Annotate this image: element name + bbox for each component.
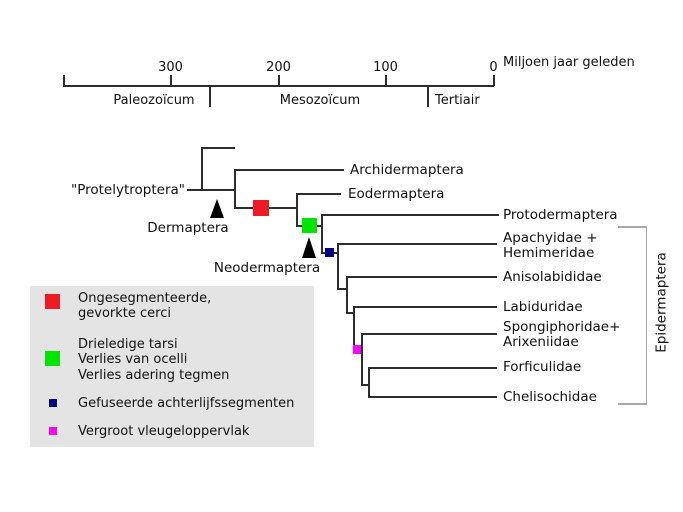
taxon-protodermaptera: Protodermaptera <box>503 207 618 223</box>
branch-apachyidae-hemimeridae <box>337 243 497 245</box>
epidermaptera-group-label: Epidermaptera <box>653 252 670 353</box>
time-tick-300 <box>170 75 172 86</box>
branch-labiduridae <box>353 306 497 308</box>
time-axis-end-tick-left <box>63 75 65 86</box>
legend-navy-line1: Gefuseerde achterlijfssegmenten <box>78 396 295 411</box>
branch-chelisochidae <box>368 396 497 398</box>
marker-green-tarsi-ocelli <box>302 218 317 233</box>
node-spongiphoridae-split <box>361 333 363 385</box>
node-apachyidae-split <box>337 243 339 289</box>
legend-red-line2: gevorkte cerci <box>78 306 171 321</box>
time-axis-unit-label: Miljoen jaar geleden <box>503 55 635 70</box>
marker-magenta-wing-surface <box>353 345 362 354</box>
branch-protelytroptera-extinct-stub <box>201 147 235 149</box>
node-forficulidae-split <box>368 367 370 398</box>
time-tick-200 <box>278 75 280 86</box>
time-label-300: 300 <box>158 60 183 75</box>
legend-green-line3: Verlies adering tegmen <box>78 368 230 383</box>
legend-green-line1: Drieledige tarsi <box>78 337 178 352</box>
branch-forficulidae <box>368 367 497 369</box>
era-divider-paleo-meso <box>209 86 211 107</box>
time-label-100: 100 <box>373 60 398 75</box>
taxon-spongiphoridae-line2: Arixeniidae <box>503 334 579 350</box>
taxon-spongiphoridae-arixeniidae: Spongiphoridae+ Arixeniidae <box>503 320 620 350</box>
epidermaptera-bracket-right <box>645 226 647 404</box>
taxon-apachyidae-hemimeridae: Apachyidae + Hemimeridae <box>503 231 598 261</box>
taxon-labiduridae: Labiduridae <box>503 299 583 315</box>
dermaptera-arrow-icon <box>210 199 224 218</box>
neodermaptera-arrow-icon <box>302 237 316 258</box>
era-label-tertiair: Tertiair <box>435 93 480 108</box>
era-divider-meso-tertiair <box>427 86 429 107</box>
neodermaptera-arrow-label: Neodermaptera <box>213 260 321 276</box>
taxon-forficulidae: Forficulidae <box>503 359 582 375</box>
node-anisolabididae-split <box>346 276 348 313</box>
taxon-apachyidae-line1: Apachyidae + <box>503 230 598 246</box>
branch-eodermaptera <box>296 193 341 195</box>
taxon-spongiphoridae-line1: Spongiphoridae+ <box>503 319 621 335</box>
branch-main-stem <box>187 189 235 191</box>
legend-green-line2: Verlies van ocelli <box>78 352 188 367</box>
branch-jog-5 <box>346 312 354 314</box>
legend-red-line1: Ongesegmenteerde, <box>78 291 212 306</box>
legend-green-square-icon <box>45 351 60 366</box>
legend-red-square-icon <box>45 294 60 309</box>
time-tick-0 <box>493 75 495 86</box>
legend-panel <box>30 286 314 447</box>
branch-anisolabididae <box>346 276 497 278</box>
legend-navy-square-icon <box>49 399 57 407</box>
taxon-chelisochidae: Chelisochidae <box>503 389 597 405</box>
legend-magenta-square-icon <box>49 427 57 435</box>
root-taxon-label: "Protelytroptera" <box>71 182 185 198</box>
branch-spongiphoridae-arixeniidae <box>361 333 497 335</box>
dermaptera-arrow-label: Dermaptera <box>147 220 229 236</box>
time-label-200: 200 <box>266 60 291 75</box>
epidermaptera-bracket-bottom <box>618 403 647 405</box>
node-dermaptera <box>234 169 236 208</box>
legend-magenta-line1: Vergroot vleugeloppervlak <box>78 424 250 439</box>
marker-red-unsegmented-cerci <box>253 200 269 216</box>
epidermaptera-bracket-top <box>618 226 647 228</box>
branch-protelytroptera-vertical <box>201 147 203 190</box>
branch-protodermaptera <box>321 214 499 216</box>
taxon-anisolabididae: Anisolabididae <box>503 269 602 285</box>
branch-jog-7 <box>361 384 369 386</box>
node-eodermaptera-split <box>296 193 298 226</box>
time-label-0: 0 <box>489 60 498 75</box>
marker-navy-fused-segments <box>325 248 334 257</box>
node-neodermaptera-split <box>321 214 323 253</box>
taxon-apachyidae-line2: Hemimeridae <box>503 245 595 261</box>
branch-jog-4 <box>337 288 347 290</box>
era-label-mesozoicum: Mesozoïcum <box>279 93 361 108</box>
time-tick-100 <box>385 75 387 86</box>
era-label-paleozoicum: Paleozoïcum <box>113 93 195 108</box>
taxon-eodermaptera: Eodermaptera <box>348 186 445 202</box>
node-labiduridae-split <box>353 306 355 350</box>
taxon-archidermaptera: Archidermaptera <box>350 162 464 178</box>
branch-archidermaptera <box>234 169 344 171</box>
